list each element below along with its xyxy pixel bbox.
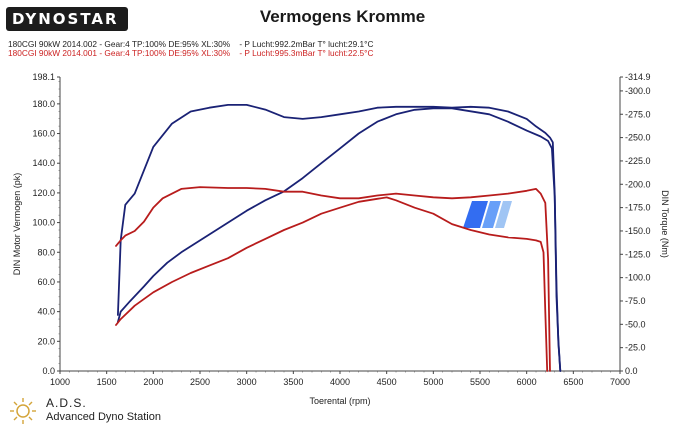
series-line-1-power [117,107,562,372]
x-tick-label: 3000 [237,377,257,387]
x-tick-label: 6000 [517,377,537,387]
x-tick-label: 7000 [610,377,630,387]
watermark-stripe-3 [495,201,512,228]
series-line-2-power [115,196,549,372]
session-legend-1: 180CGI 90kW 2014.002 - Gear:4 TP:100% DE… [8,39,374,49]
ads-subtitle: Advanced Dyno Station [46,411,161,423]
x-tick-label: 1500 [97,377,117,387]
y-right-tick-label: -250.0 [625,133,651,143]
series-layer [115,104,562,372]
session-legend-2: 180CGI 90kW 2014.001 - Gear:4 TP:100% DE… [8,48,374,58]
y-left-tick-label: 180.0 [32,99,55,109]
y-right-axis-label: DIN Torque (Nm) [660,190,670,258]
watermark [463,201,512,228]
watermark-stripe-1 [463,201,488,228]
x-tick-label: 4000 [330,377,350,387]
y-right-tick-label: -175.0 [625,203,651,213]
y-left-tick-label: 100.0 [32,218,55,228]
x-tick-label: 6500 [563,377,583,387]
series-line-1-torque [117,104,562,372]
y-right-tick-label: -50.0 [625,319,646,329]
y-left-tick-label: 120.0 [32,188,55,198]
y-left-tick-label: 198.1 [32,72,55,82]
y-left-tick-label: 0.0 [42,366,55,376]
y-right-tick-label: -150.0 [625,226,651,236]
y-right-tick-label: -225.0 [625,156,651,166]
y-left-tick-label: 60.0 [37,277,55,287]
chart-title: Vermogens Kromme [259,7,426,26]
x-tick-label: 1000 [50,377,70,387]
ads-sun-icon [10,398,36,424]
x-tick-label: 2500 [190,377,210,387]
y-right-tick-label: -275.0 [625,109,651,119]
y-left-tick-label: 80.0 [37,247,55,257]
y-left-axis-label: DIN Motor Vermogen (pk) [12,173,22,276]
y-left-tick-label: 160.0 [32,129,55,139]
x-tick-label: 5500 [470,377,490,387]
y-left-tick-label: 20.0 [37,336,55,346]
y-left-tick-label: 140.0 [32,158,55,168]
x-tick-label: 4500 [377,377,397,387]
logo-text: DYNOSTAR [12,10,119,28]
y-right-tick-label: -125.0 [625,249,651,259]
y-right-tick-label: 0.0 [625,366,638,376]
dynostar-logo: DYNOSTAR [6,7,128,31]
axes: 1000 1500 2000 2500 3000 3500 4000 4500 5000 5500… [12,72,670,406]
x-tick-label: 5000 [423,377,443,387]
y-right-tick-label: -75.0 [625,296,646,306]
series-line-2-torque [115,186,551,372]
y-right-tick-label: -200.0 [625,179,651,189]
y-right-tick-label: -300.0 [625,86,651,96]
x-axis-label: Toerental (rpm) [309,396,370,406]
y-left-tick-label: 40.0 [37,307,55,317]
watermark-stripe-2 [482,201,501,228]
y-right-tick-label: -314.9 [625,72,651,82]
y-right-tick-label: -25.0 [625,343,646,353]
ads-branding: A.D.S. Advanced Dyno Station [8,396,208,426]
y-right-tick-label: -100.0 [625,273,651,283]
ads-title: A.D.S. [46,396,87,410]
x-tick-label: 3500 [283,377,303,387]
x-tick-label: 2000 [143,377,163,387]
